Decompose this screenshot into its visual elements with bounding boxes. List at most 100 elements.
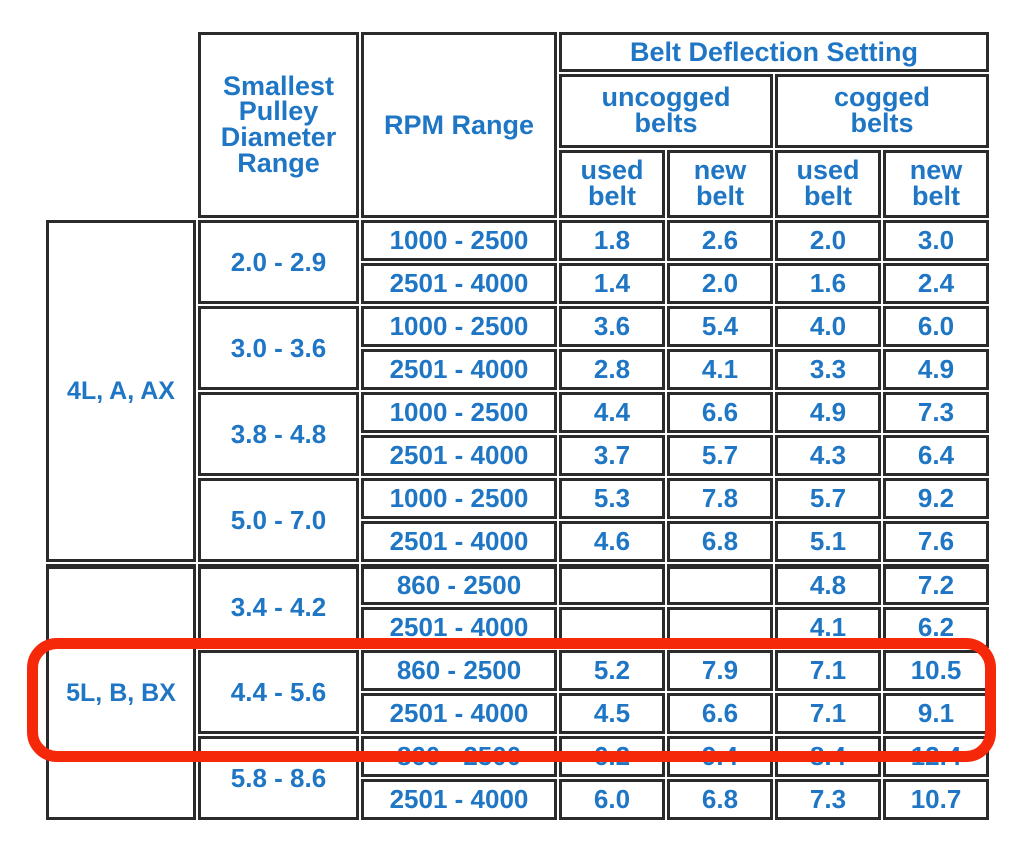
value-cell: 3.3 — [775, 349, 881, 390]
value-cell: 5.2 — [559, 650, 665, 691]
value-cell: 1.4 — [559, 263, 665, 304]
value-cell: 7.3 — [775, 779, 881, 820]
diameter-range-cell: 3.8 - 4.8 — [198, 392, 359, 476]
value-cell: 7.2 — [883, 564, 989, 605]
value-cell: 6.0 — [559, 779, 665, 820]
value-cell: 5.4 — [667, 306, 773, 347]
value-cell: 7.6 — [883, 521, 989, 562]
header-cogged-belts: cogged belts — [775, 74, 989, 148]
diameter-range-cell: 4.4 - 5.6 — [198, 650, 359, 734]
value-cell — [559, 607, 665, 648]
section-4l-a-ax: 4L, A, AX 2.0 - 2.9 1000 - 2500 1.8 2.6 … — [46, 220, 989, 562]
header-new-belt: new belt — [667, 150, 773, 218]
value-cell: 4.9 — [775, 392, 881, 433]
rpm-cell: 1000 - 2500 — [361, 220, 557, 261]
value-cell: 3.6 — [559, 306, 665, 347]
value-cell: 6.4 — [883, 435, 989, 476]
rpm-cell: 2501 - 4000 — [361, 779, 557, 820]
header-belt-deflection-setting: Belt Deflection Setting — [559, 32, 989, 72]
value-cell: 7.9 — [667, 650, 773, 691]
section-5l-b-bx: 5L, B, BX 3.4 - 4.2 860 - 2500 4.8 7.2 2… — [46, 564, 989, 820]
value-cell: 6.8 — [667, 521, 773, 562]
value-cell: 6.8 — [667, 779, 773, 820]
value-cell: 1.6 — [775, 263, 881, 304]
rpm-cell: 2501 - 4000 — [361, 607, 557, 648]
value-cell: 2.8 — [559, 349, 665, 390]
rpm-cell: 1000 - 2500 — [361, 478, 557, 519]
value-cell: 4.1 — [775, 607, 881, 648]
table-row: 2501 - 4000 4.5 6.6 7.1 9.1 — [46, 693, 989, 734]
group-cell: 5L, B, BX — [46, 564, 196, 820]
diameter-range-cell: 5.0 - 7.0 — [198, 478, 359, 562]
value-cell: 4.9 — [883, 349, 989, 390]
table-row: 2501 - 4000 6.0 6.8 7.3 10.7 — [46, 779, 989, 820]
header-used-belt: used belt — [559, 150, 665, 218]
value-cell: 9.4 — [667, 736, 773, 777]
value-cell: 6.6 — [667, 693, 773, 734]
value-cell: 4.5 — [559, 693, 665, 734]
table-header-row: used belt new belt used belt new belt — [46, 150, 989, 218]
header-smallest-pulley-diameter-range: Smallest Pulley Diameter Range — [198, 32, 359, 218]
diameter-range-cell: 3.0 - 3.6 — [198, 306, 359, 390]
diameter-range-cell: 2.0 - 2.9 — [198, 220, 359, 304]
table-row: 3.0 - 3.6 1000 - 2500 3.6 5.4 4.0 6.0 — [46, 306, 989, 390]
table-header-row: Smallest Pulley Diameter Range RPM Range… — [46, 32, 989, 218]
table-row: 4L, A, AX 2.0 - 2.9 1000 - 2500 1.8 2.6 … — [46, 220, 989, 562]
rpm-cell: 860 - 2500 — [361, 650, 557, 691]
value-cell: 9.1 — [883, 693, 989, 734]
group-cell: 4L, A, AX — [46, 220, 196, 562]
value-cell: 7.3 — [883, 392, 989, 433]
rpm-cell: 2501 - 4000 — [361, 349, 557, 390]
value-cell: 1.8 — [559, 220, 665, 261]
rpm-cell: 2501 - 4000 — [361, 263, 557, 304]
value-cell: 4.3 — [775, 435, 881, 476]
table-header-row: uncogged belts cogged belts — [46, 74, 989, 148]
value-cell: 7.1 — [775, 650, 881, 691]
value-cell: 2.0 — [667, 263, 773, 304]
rpm-cell: 1000 - 2500 — [361, 392, 557, 433]
table-row: 2501 - 4000 1.4 2.0 1.6 2.4 — [46, 263, 989, 304]
table-row: 5.0 - 7.0 1000 - 2500 5.3 7.8 5.7 9.2 — [46, 478, 989, 562]
value-cell: 8.4 — [775, 736, 881, 777]
value-cell: 6.2 — [883, 607, 989, 648]
header-new-belt: new belt — [883, 150, 989, 218]
value-cell — [667, 564, 773, 605]
rpm-cell: 2501 - 4000 — [361, 435, 557, 476]
value-cell: 6.2 — [559, 736, 665, 777]
diameter-range-cell: 5.8 - 8.6 — [198, 736, 359, 820]
value-cell: 4.4 — [559, 392, 665, 433]
value-cell: 5.3 — [559, 478, 665, 519]
value-cell: 5.7 — [667, 435, 773, 476]
value-cell: 9.2 — [883, 478, 989, 519]
rpm-cell: 860 - 2500 — [361, 736, 557, 777]
table-row: 2501 - 4000 2.8 4.1 3.3 4.9 — [46, 349, 989, 390]
header-uncogged-belts: uncogged belts — [559, 74, 773, 148]
rpm-cell: 2501 - 4000 — [361, 693, 557, 734]
value-cell: 10.7 — [883, 779, 989, 820]
value-cell: 6.6 — [667, 392, 773, 433]
value-cell: 4.0 — [775, 306, 881, 347]
value-cell: 5.7 — [775, 478, 881, 519]
table-row: 2501 - 4000 3.7 5.7 4.3 6.4 — [46, 435, 989, 476]
table-row: 2501 - 4000 4.6 6.8 5.1 7.6 — [46, 521, 989, 562]
value-cell: 4.1 — [667, 349, 773, 390]
value-cell: 12.4 — [883, 736, 989, 777]
value-cell: 4.8 — [775, 564, 881, 605]
value-cell: 4.6 — [559, 521, 665, 562]
value-cell: 3.7 — [559, 435, 665, 476]
rpm-cell: 2501 - 4000 — [361, 521, 557, 562]
table-row: 4.4 - 5.6 860 - 2500 5.2 7.9 7.1 10.5 — [46, 650, 989, 734]
value-cell: 7.1 — [775, 693, 881, 734]
value-cell — [667, 607, 773, 648]
value-cell: 2.6 — [667, 220, 773, 261]
value-cell: 7.8 — [667, 478, 773, 519]
rpm-cell: 1000 - 2500 — [361, 306, 557, 347]
value-cell: 2.0 — [775, 220, 881, 261]
table-row: 3.8 - 4.8 1000 - 2500 4.4 6.6 4.9 7.3 — [46, 392, 989, 476]
rpm-cell: 860 - 2500 — [361, 564, 557, 605]
belt-deflection-table: Smallest Pulley Diameter Range RPM Range… — [44, 30, 991, 822]
header-rpm-range: RPM Range — [361, 32, 557, 218]
value-cell: 5.1 — [775, 521, 881, 562]
value-cell — [559, 564, 665, 605]
